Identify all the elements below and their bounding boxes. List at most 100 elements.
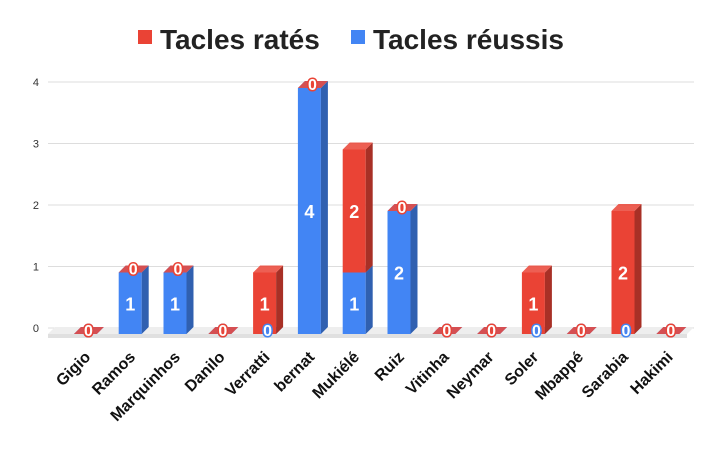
bar-side xyxy=(365,142,373,273)
bar-tacles-rates-gigio xyxy=(73,327,104,334)
data-label-tacles-reussis-ruiz: 2 xyxy=(394,264,404,284)
legend-label-tacles-rates: Tacles ratés xyxy=(160,24,320,55)
bar-tacles-rates-sarabia xyxy=(611,204,642,334)
bar-tacles-reussis-ruiz xyxy=(387,204,418,334)
x-tick-label-gigio: Gigio xyxy=(53,349,94,390)
x-tick-label-verratti: Verratti xyxy=(222,349,273,400)
bar-front xyxy=(611,211,635,334)
bar-flat xyxy=(163,265,194,273)
bar-tacles-rates-soler xyxy=(521,265,552,334)
bar-tacles-rates-neymar xyxy=(477,327,508,334)
bar-top xyxy=(521,265,552,273)
bar-side xyxy=(634,204,642,334)
bar-front xyxy=(342,149,366,273)
data-label-tacles-rates-verratti: 1 xyxy=(260,294,270,314)
y-tick-label: 2 xyxy=(33,200,39,212)
data-label-tacles-rates-sarabia: 2 xyxy=(618,264,628,284)
bar-front xyxy=(521,272,545,334)
floor-front xyxy=(48,334,687,338)
bar-tacles-rates-mukiele xyxy=(342,142,373,273)
legend-swatch-tacles-rates xyxy=(138,30,152,44)
bar-front xyxy=(253,272,277,334)
data-label-tacles-reussis-verratti: 0 xyxy=(263,323,272,340)
bar-front xyxy=(163,272,187,334)
bar-flat xyxy=(208,327,239,334)
bar-tacles-rates-marquinhos xyxy=(163,265,194,273)
x-axis: GigioRamosMarquinhosDaniloVerrattibernat… xyxy=(53,348,676,425)
legend: Tacles ratés Tacles réussis xyxy=(138,24,564,55)
data-label-tacles-rates-marquinhos: 0 xyxy=(174,262,183,279)
bar-flat xyxy=(118,265,149,273)
bar-side xyxy=(365,265,373,334)
bar-tacles-rates-vitinha xyxy=(432,327,463,334)
y-tick-label: 3 xyxy=(33,139,39,151)
data-label-tacles-reussis-gigio: 0 xyxy=(84,323,93,340)
bar-top xyxy=(253,265,284,273)
data-label-tacles-rates-ramos: 0 xyxy=(129,262,138,279)
bar-flat xyxy=(432,327,463,334)
bar-flat xyxy=(566,327,597,334)
y-tick-label: 0 xyxy=(33,323,39,335)
bar-flat xyxy=(656,327,687,334)
data-label-tacles-reussis-bernat: 4 xyxy=(304,202,314,222)
bar-side xyxy=(141,265,149,334)
x-tick-label-mukiele: Mukiélé xyxy=(310,349,364,403)
data-label-tacles-rates-danilo: 0 xyxy=(218,323,227,340)
data-label-tacles-rates-hakimi: 0 xyxy=(666,323,675,340)
data-label-tacles-reussis-neymar: 0 xyxy=(487,323,496,340)
data-label-tacles-reussis-marquinhos: 1 xyxy=(170,294,180,314)
bar-front xyxy=(387,211,411,334)
bar-flat xyxy=(297,81,328,88)
bar-side xyxy=(410,204,418,334)
bar-tacles-rates-bernat xyxy=(297,81,328,88)
data-label-tacles-rates-soler: 1 xyxy=(528,294,538,314)
bar-tacles-rates-danilo xyxy=(208,327,239,334)
data-label-tacles-rates-vitinha: 0 xyxy=(442,323,451,340)
data-label-tacles-rates-gigio: 0 xyxy=(84,323,93,340)
legend-swatch-tacles-reussis xyxy=(351,30,365,44)
data-label-tacles-rates-neymar: 0 xyxy=(487,323,496,340)
data-label-tacles-reussis-danilo: 0 xyxy=(218,323,227,340)
x-tick-label-hakimi: Hakimi xyxy=(628,349,677,398)
legend-label-tacles-reussis: Tacles réussis xyxy=(373,24,564,55)
data-label-tacles-reussis-hakimi: 0 xyxy=(666,323,675,340)
bar-side xyxy=(544,265,552,334)
x-tick-label-sarabia: Sarabia xyxy=(579,349,632,402)
bars xyxy=(73,81,687,334)
x-tick-label-mbappe: Mbappé xyxy=(532,349,587,404)
bar-top xyxy=(611,204,642,211)
data-label-tacles-reussis-soler: 0 xyxy=(532,323,541,340)
bar-tacles-rates-ruiz xyxy=(387,204,418,211)
data-label-tacles-rates-mukiele: 2 xyxy=(349,202,359,222)
bar-flat xyxy=(73,327,104,334)
data-label-tacles-reussis-ramos: 1 xyxy=(125,294,135,314)
x-tick-label-neymar: Neymar xyxy=(444,349,498,403)
data-label-tacles-rates-ruiz: 0 xyxy=(398,200,407,217)
data-label-tacles-reussis-vitinha: 0 xyxy=(442,323,451,340)
y-tick-label: 4 xyxy=(33,77,39,89)
bar-front xyxy=(118,272,142,334)
bar-tacles-rates-verratti xyxy=(253,265,284,334)
bar-tacles-rates-ramos xyxy=(118,265,149,273)
bar-flat xyxy=(477,327,508,334)
data-label-tacles-reussis-mbappe: 0 xyxy=(577,323,586,340)
bar-side xyxy=(186,265,194,334)
y-axis: 0 1 2 3 4 xyxy=(33,77,39,335)
bar-flat xyxy=(387,204,418,211)
data-label-tacles-reussis-sarabia: 0 xyxy=(622,323,631,340)
bar-side xyxy=(320,81,328,334)
bar-front xyxy=(297,88,321,334)
bar-tacles-rates-mbappe xyxy=(566,327,597,334)
x-tick-label-soler: Soler xyxy=(502,349,542,389)
bar-tacles-rates-hakimi xyxy=(656,327,687,334)
y-tick-label: 1 xyxy=(33,262,39,274)
bar-side xyxy=(276,265,284,334)
bar-front xyxy=(342,272,366,334)
bar-top xyxy=(342,142,373,150)
data-label-tacles-reussis-mukiele: 1 xyxy=(349,294,359,314)
x-tick-label-ruiz: Ruiz xyxy=(372,349,408,385)
data-label-tacles-rates-bernat: 0 xyxy=(308,77,317,94)
data-label-tacles-rates-mbappe: 0 xyxy=(577,323,586,340)
